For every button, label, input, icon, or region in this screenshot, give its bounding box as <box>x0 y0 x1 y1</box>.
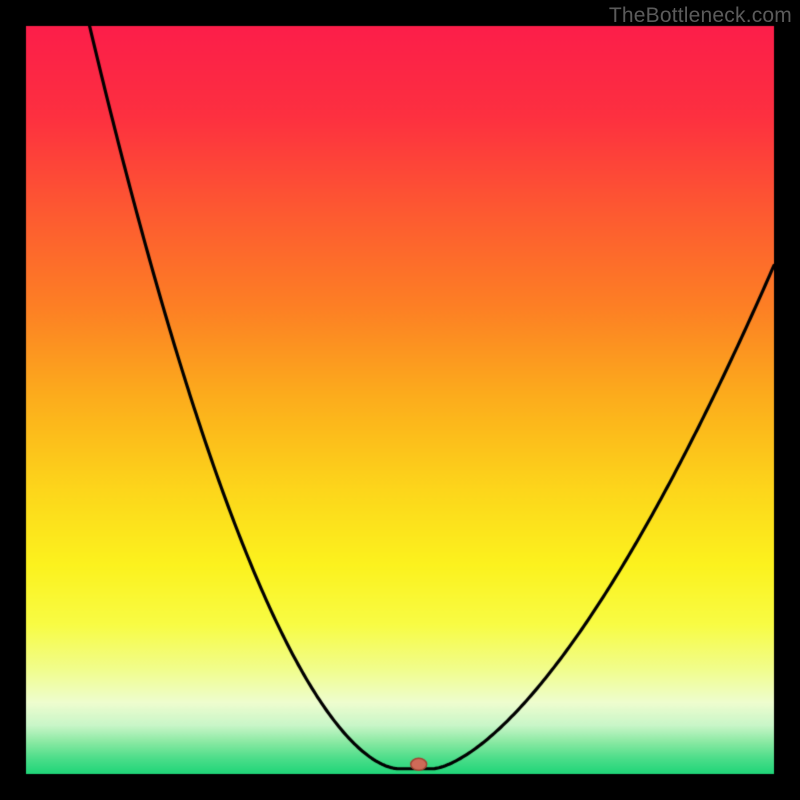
watermark-text: TheBottleneck.com <box>609 4 792 28</box>
bottleneck-chart <box>0 0 800 800</box>
